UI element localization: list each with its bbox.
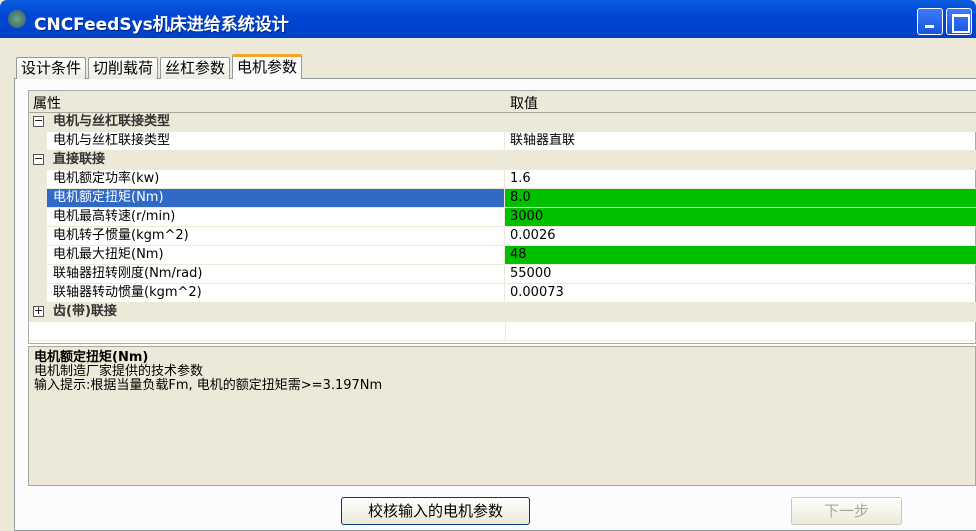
- maximize-button[interactable]: [946, 8, 972, 35]
- property-value[interactable]: 联轴器直联: [510, 133, 576, 148]
- row-gutter: [29, 208, 47, 227]
- row-gutter: [29, 246, 47, 265]
- property-name: 电机转子惯量(kgm^2): [47, 227, 505, 245]
- app-icon: [8, 10, 26, 28]
- grid-header: 属性 取值: [29, 91, 976, 113]
- description-panel: 电机额定扭矩(Nm) 电机制造厂家提供的技术参数 输入提示:根据当量负载Fm, …: [28, 346, 976, 486]
- description-hint: 输入提示:根据当量负载Fm, 电机的额定扭矩需>=3.197Nm: [34, 378, 383, 393]
- property-value[interactable]: 48: [505, 246, 976, 264]
- property-value[interactable]: 0.0026: [510, 228, 556, 243]
- grid-category-row[interactable]: − 直接联接: [29, 151, 976, 170]
- tab-strip: 设计条件 切削载荷 丝杠参数 电机参数: [16, 54, 304, 79]
- property-name: 电机与丝杠联接类型: [47, 132, 505, 150]
- grid-row[interactable]: 电机最大扭矩(Nm) 48: [29, 246, 976, 265]
- property-name: 电机最大扭矩(Nm): [47, 246, 505, 264]
- check-motor-params-button[interactable]: 校核输入的电机参数: [341, 497, 530, 525]
- grid-category-row[interactable]: + 齿(带)联接: [29, 303, 976, 322]
- collapse-icon[interactable]: −: [33, 152, 44, 165]
- row-gutter: [29, 265, 47, 284]
- description-line: 电机制造厂家提供的技术参数: [34, 364, 204, 379]
- next-step-button[interactable]: 下一步: [791, 497, 902, 525]
- grid-row[interactable]: 电机与丝杠联接类型 联轴器直联: [29, 132, 976, 151]
- expand-icon[interactable]: +: [33, 304, 44, 317]
- grid-row[interactable]: 电机额定功率(kw) 1.6: [29, 170, 976, 189]
- header-value: 取值: [510, 96, 538, 112]
- tab-3[interactable]: 电机参数: [232, 54, 303, 79]
- grid-row[interactable]: 电机最高转速(r/min) 3000: [29, 208, 976, 227]
- window-title: CNCFeedSys机床进给系统设计: [34, 15, 289, 35]
- row-gutter: [29, 284, 47, 303]
- tab-2[interactable]: 丝杠参数: [160, 57, 231, 79]
- description-title: 电机额定扭矩(Nm): [34, 350, 149, 365]
- property-value[interactable]: 55000: [510, 266, 552, 281]
- grid-row[interactable]: 电机额定扭矩(Nm) 8.0: [29, 189, 976, 208]
- tab-1[interactable]: 切削载荷: [88, 57, 159, 79]
- property-name: 联轴器扭转刚度(Nm/rad): [47, 265, 505, 283]
- empty-row: [29, 322, 976, 341]
- property-name: 电机额定功率(kw): [47, 170, 505, 188]
- row-gutter: [29, 189, 47, 208]
- category-name: 电机与丝杠联接类型: [53, 114, 171, 129]
- property-grid: 属性 取值 − 电机与丝杠联接类型 电机与丝杠联接类型 联轴器直联 − 直接联接 电机额定功…: [28, 90, 976, 344]
- row-gutter: [29, 170, 47, 189]
- grid-row[interactable]: 电机转子惯量(kgm^2) 0.0026: [29, 227, 976, 246]
- title-bar: CNCFeedSys机床进给系统设计: [0, 0, 976, 38]
- property-value[interactable]: 3000: [505, 208, 976, 226]
- property-name: 电机最高转速(r/min): [47, 208, 505, 226]
- category-name: 直接联接: [53, 152, 106, 167]
- property-value[interactable]: 1.6: [510, 171, 531, 186]
- header-property: 属性: [33, 96, 61, 112]
- grid-category-row[interactable]: − 电机与丝杠联接类型: [29, 113, 976, 132]
- row-gutter: [29, 227, 47, 246]
- row-gutter: [29, 132, 47, 151]
- grid-row[interactable]: 联轴器扭转刚度(Nm/rad) 55000: [29, 265, 976, 284]
- property-name: 联轴器转动惯量(kgm^2): [47, 284, 505, 302]
- collapse-icon[interactable]: −: [33, 114, 44, 127]
- category-name: 齿(带)联接: [53, 304, 117, 319]
- property-value[interactable]: 0.00073: [510, 285, 564, 300]
- tab-0[interactable]: 设计条件: [16, 57, 87, 79]
- grid-row[interactable]: 联轴器转动惯量(kgm^2) 0.00073: [29, 284, 976, 303]
- property-name: 电机额定扭矩(Nm): [47, 189, 505, 207]
- minimize-button[interactable]: [917, 8, 943, 35]
- property-value[interactable]: 8.0: [505, 189, 976, 207]
